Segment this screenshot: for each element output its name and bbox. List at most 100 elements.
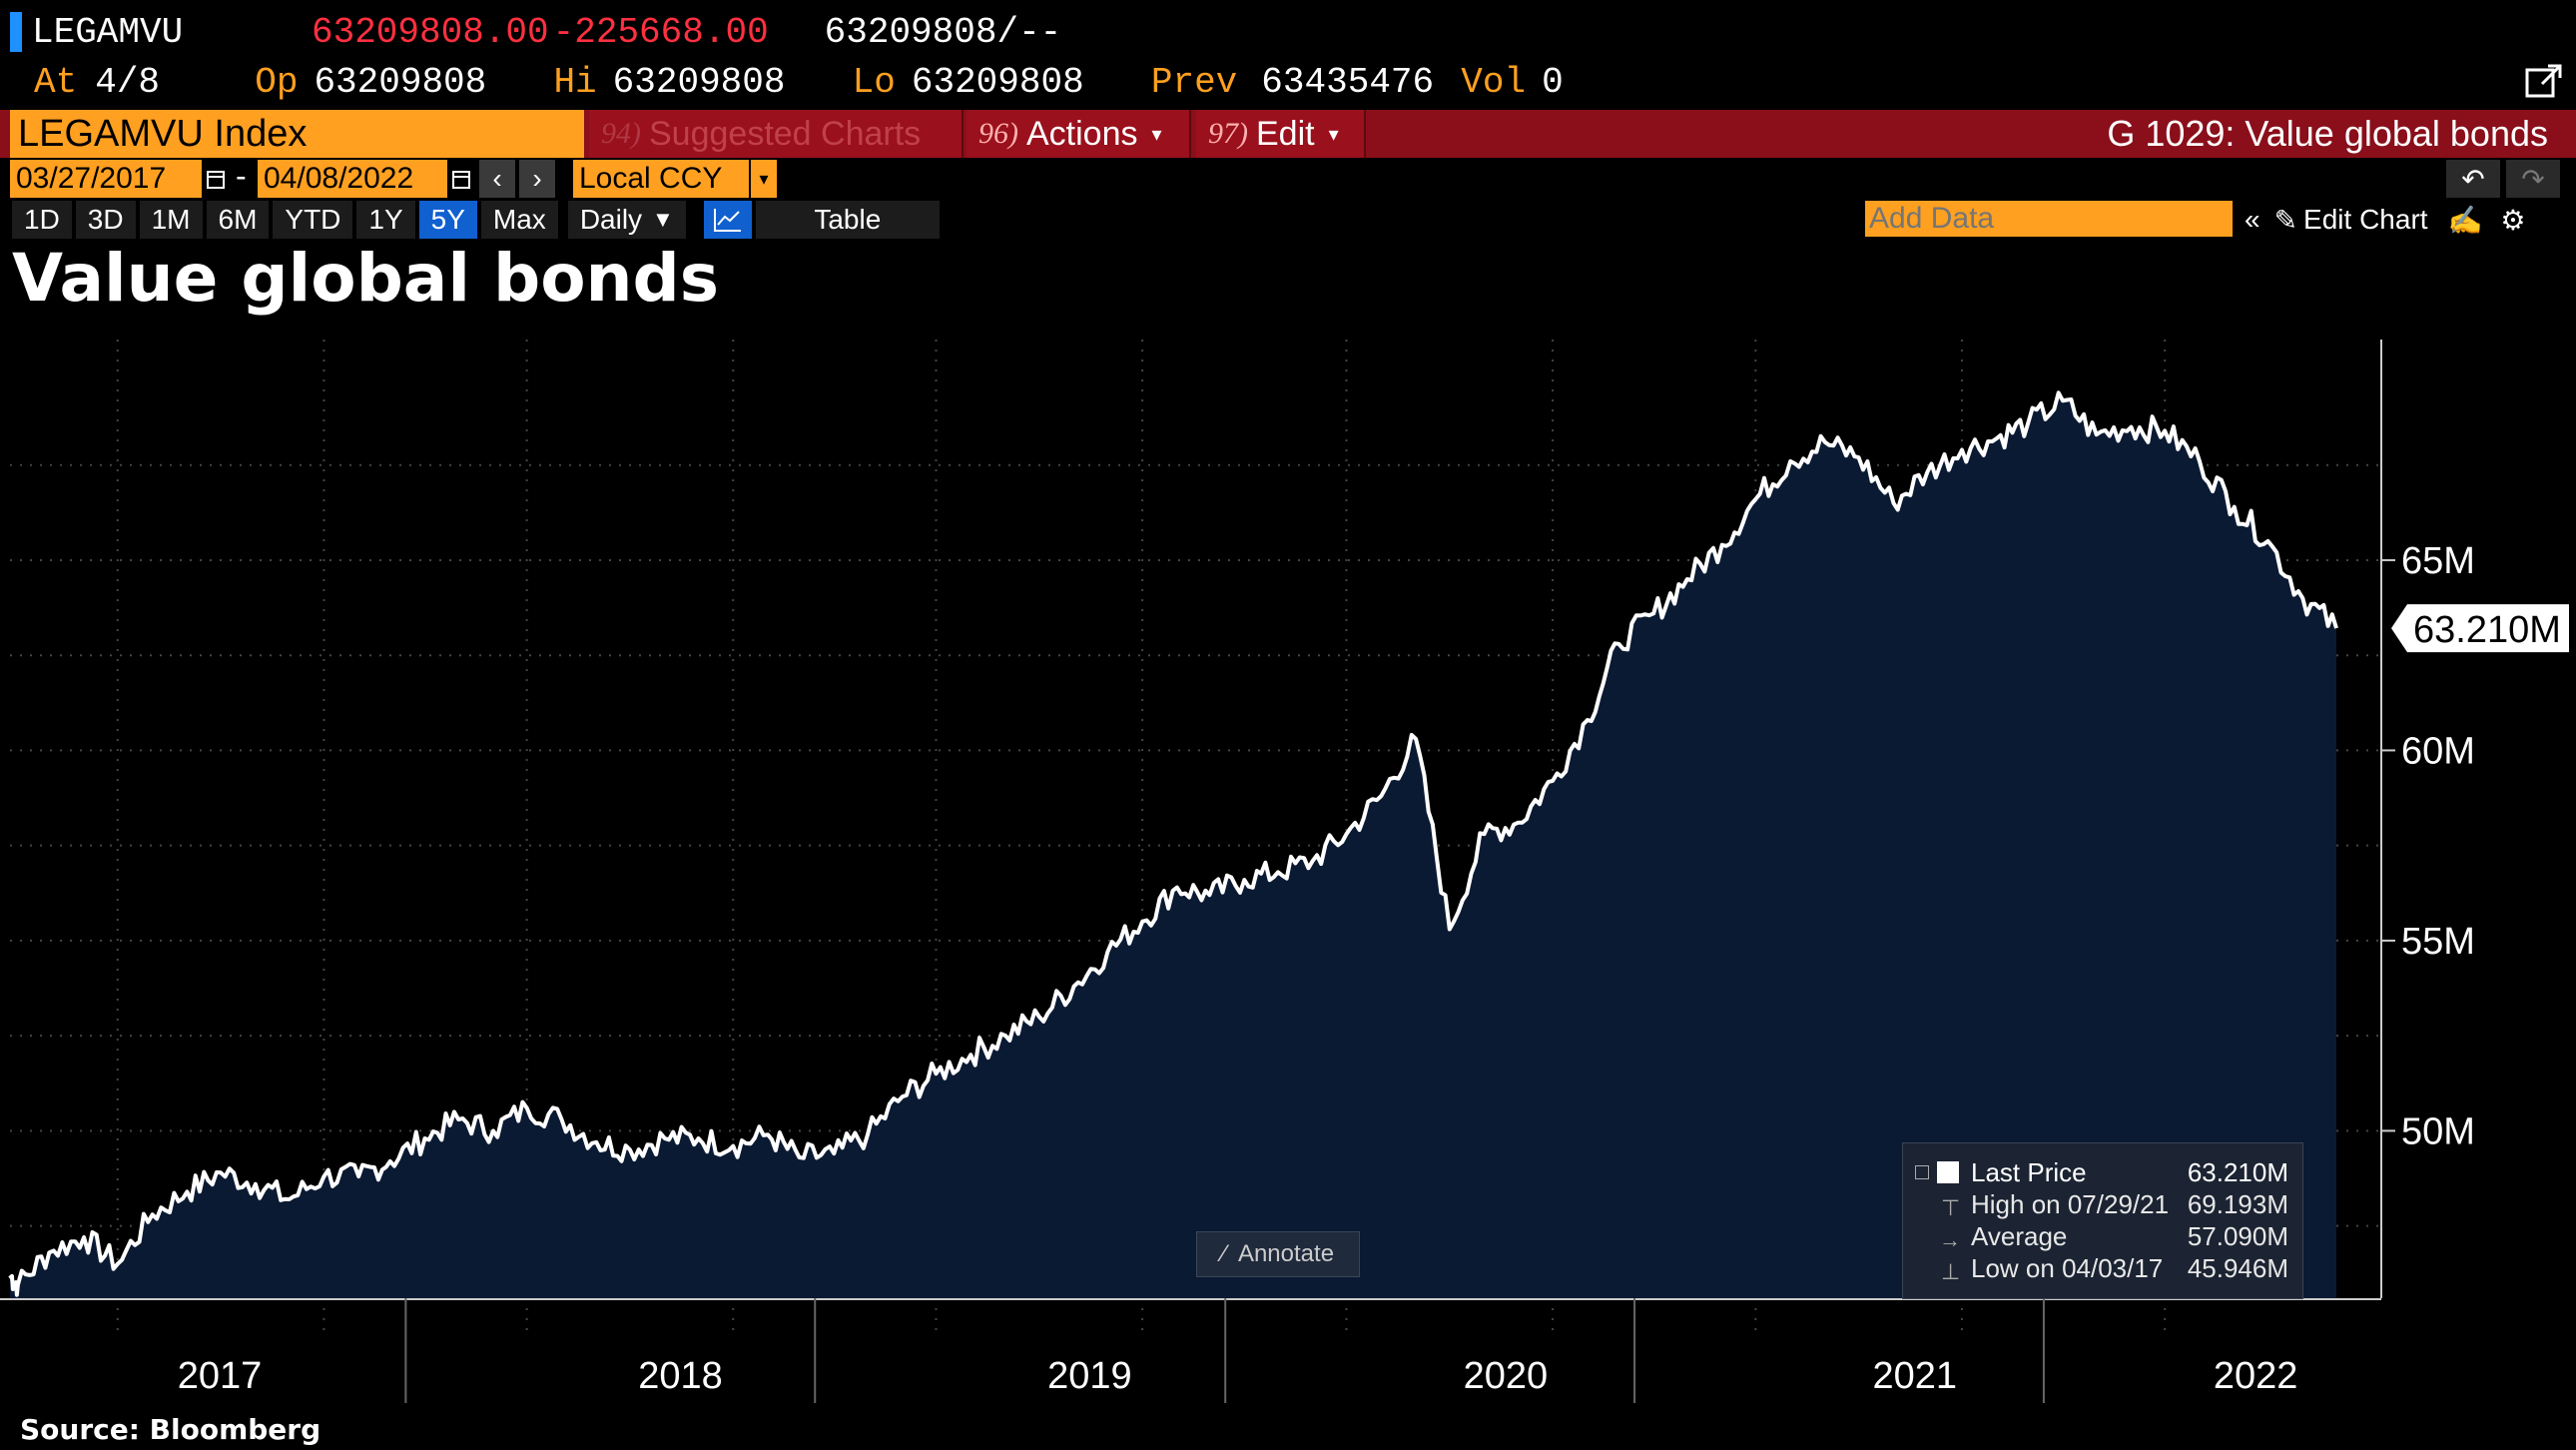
pencil-icon[interactable]: ✎ — [2273, 204, 2298, 236]
y-tick-label: 50M — [2401, 1110, 2475, 1152]
chart-id: G 1029: Value global bonds — [2107, 113, 2548, 154]
legend-row: Low on 04/03/17 45.946M — [1971, 1253, 2288, 1284]
gear-icon[interactable]: ⚙ — [2500, 204, 2526, 236]
at-label: At — [34, 61, 78, 103]
table-tab[interactable]: Table — [755, 201, 940, 239]
chevron-down-icon: ▾ — [1151, 123, 1162, 146]
at-date: 4/8 — [95, 61, 161, 103]
source-note: Source: Bloomberg — [20, 1413, 322, 1446]
legend-row: Average 57.090M — [1971, 1221, 2288, 1252]
legend-value: 69.193M — [2187, 1189, 2288, 1219]
redo-icon[interactable]: ↷ — [2506, 160, 2560, 198]
price-chart[interactable]: 50M 55M 60M 65M 2017 2018 2019 2020 2021 2022 63.2… — [0, 330, 2576, 1418]
prev-period-icon[interactable]: ‹ — [479, 160, 515, 198]
end-date-field[interactable]: 04/08/2022 — [258, 160, 447, 198]
prev-label: Prev — [1150, 61, 1238, 103]
security-field[interactable]: LEGAMVU Index — [10, 110, 584, 158]
edit-icon[interactable]: ✍ — [2447, 204, 2483, 236]
annotate-button[interactable]: ∕ Annotate — [1196, 1231, 1360, 1277]
ticker: LEGAMVU — [32, 11, 184, 53]
chevron-down-icon: ▼ — [652, 207, 674, 232]
legend-label: Average — [1971, 1221, 2068, 1251]
edit-num: 97) — [1208, 117, 1248, 150]
ticker-marker — [10, 12, 22, 52]
open-label: Op — [255, 61, 299, 103]
range-5y[interactable]: 5Y — [418, 201, 477, 239]
high-value: 63209808 — [612, 61, 786, 103]
open-value: 63209808 — [314, 61, 487, 103]
chart-tools: « ✎ Edit Chart ✍ ⚙ — [2245, 200, 2526, 240]
x-tick-label: 2017 — [178, 1355, 263, 1397]
range-selector: 1D 3D 1M 6M YTD 1Y 5Y Max Daily ▼ Table — [12, 200, 944, 240]
range-3d[interactable]: 3D — [75, 201, 136, 239]
edit-chart-button[interactable]: Edit Chart — [2303, 204, 2428, 235]
collapse-box-icon[interactable] — [1915, 1165, 1929, 1179]
high-marker-icon: ⊤ — [1941, 1195, 1961, 1220]
x-tick-label: 2022 — [2214, 1355, 2298, 1397]
last-value-marker — [2391, 604, 2569, 653]
chevron-down-icon: ▾ — [1328, 123, 1339, 146]
calendar-icon[interactable] — [449, 160, 473, 198]
popout-icon[interactable] — [2524, 62, 2564, 102]
date-dash: - — [236, 158, 247, 194]
series-swatch — [1937, 1161, 1959, 1183]
prev-value: 63435476 — [1261, 61, 1435, 103]
range-6m[interactable]: 6M — [206, 201, 270, 239]
suggested-label: Suggested Charts — [649, 114, 922, 153]
legend-label: Low on 04/03/17 — [1971, 1253, 2164, 1283]
range-1d[interactable]: 1D — [12, 201, 72, 239]
frequency-label: Daily — [579, 204, 643, 235]
annotate-label: Annotate — [1237, 1240, 1335, 1267]
low-marker-icon: ⊥ — [1941, 1259, 1961, 1284]
x-tick-label: 2021 — [1873, 1355, 1958, 1397]
quote-line: LEGAMVU 63209808.00 -225668.00 63209808/… — [10, 8, 1061, 56]
low-label: Lo — [852, 61, 896, 103]
last-price: 63209808.00 — [312, 11, 549, 53]
high-label: Hi — [553, 61, 597, 103]
bid-ask: 63209808/-- — [824, 11, 1062, 53]
actions-button[interactable]: 96) Actions ▾ — [966, 110, 1191, 158]
x-tick-label: 2020 — [1464, 1355, 1549, 1397]
range-ytd[interactable]: YTD — [273, 201, 353, 239]
legend-label: Last Price — [1971, 1157, 2087, 1187]
range-max[interactable]: Max — [480, 201, 558, 239]
range-1m[interactable]: 1M — [139, 201, 203, 239]
legend-row: High on 07/29/21 69.193M — [1971, 1189, 2288, 1220]
x-tick-label: 2019 — [1047, 1355, 1132, 1397]
undo-icon[interactable]: ↶ — [2446, 160, 2500, 198]
series-line — [8, 390, 2338, 1297]
edit-button[interactable]: 97) Edit ▾ — [1196, 110, 1366, 158]
y-tick-label: 60M — [2401, 730, 2475, 772]
pencil-icon: ∕ — [1221, 1240, 1226, 1267]
add-data-input[interactable] — [1865, 201, 2233, 237]
ohlc-line: At 4/8 Op 63209808 Hi 63209808 Lo 632098… — [10, 58, 1564, 106]
collapse-icon[interactable]: « — [2245, 204, 2260, 235]
legend-label: High on 07/29/21 — [1971, 1189, 2170, 1219]
chart-title: Value global bonds — [12, 240, 720, 317]
volume-label: Vol — [1461, 61, 1527, 103]
edit-label: Edit — [1256, 114, 1315, 153]
y-tick-label: 65M — [2401, 540, 2475, 582]
currency-select[interactable]: Local CCY — [573, 160, 749, 198]
next-period-icon[interactable]: › — [519, 160, 555, 198]
suggested-num: 94) — [601, 117, 641, 150]
chevron-down-icon[interactable]: ▾ — [751, 160, 777, 198]
line-chart-icon[interactable] — [703, 201, 752, 239]
series-area — [10, 392, 2336, 1298]
actions-num: 96) — [978, 117, 1018, 150]
legend-value: 63.210M — [2187, 1157, 2288, 1187]
legend-value: 57.090M — [2187, 1221, 2288, 1251]
legend: ⊤ → ⊥ Last Price 63.210M High on 07/29/21… — [1902, 1142, 2303, 1299]
suggested-charts-button[interactable]: 94) Suggested Charts — [589, 110, 964, 158]
average-marker-icon: → — [1939, 1227, 1961, 1252]
legend-value: 45.946M — [2187, 1253, 2288, 1283]
start-date-field[interactable]: 03/27/2017 — [10, 160, 202, 198]
range-1y[interactable]: 1Y — [356, 201, 415, 239]
legend-row: Last Price 63.210M — [1971, 1157, 2288, 1188]
calendar-icon[interactable] — [204, 160, 228, 198]
x-tick-label: 2018 — [638, 1355, 723, 1397]
frequency-select[interactable]: Daily ▼ — [567, 201, 686, 239]
volume-value: 0 — [1542, 61, 1564, 103]
y-tick-label: 55M — [2401, 921, 2475, 963]
low-value: 63209808 — [911, 61, 1084, 103]
